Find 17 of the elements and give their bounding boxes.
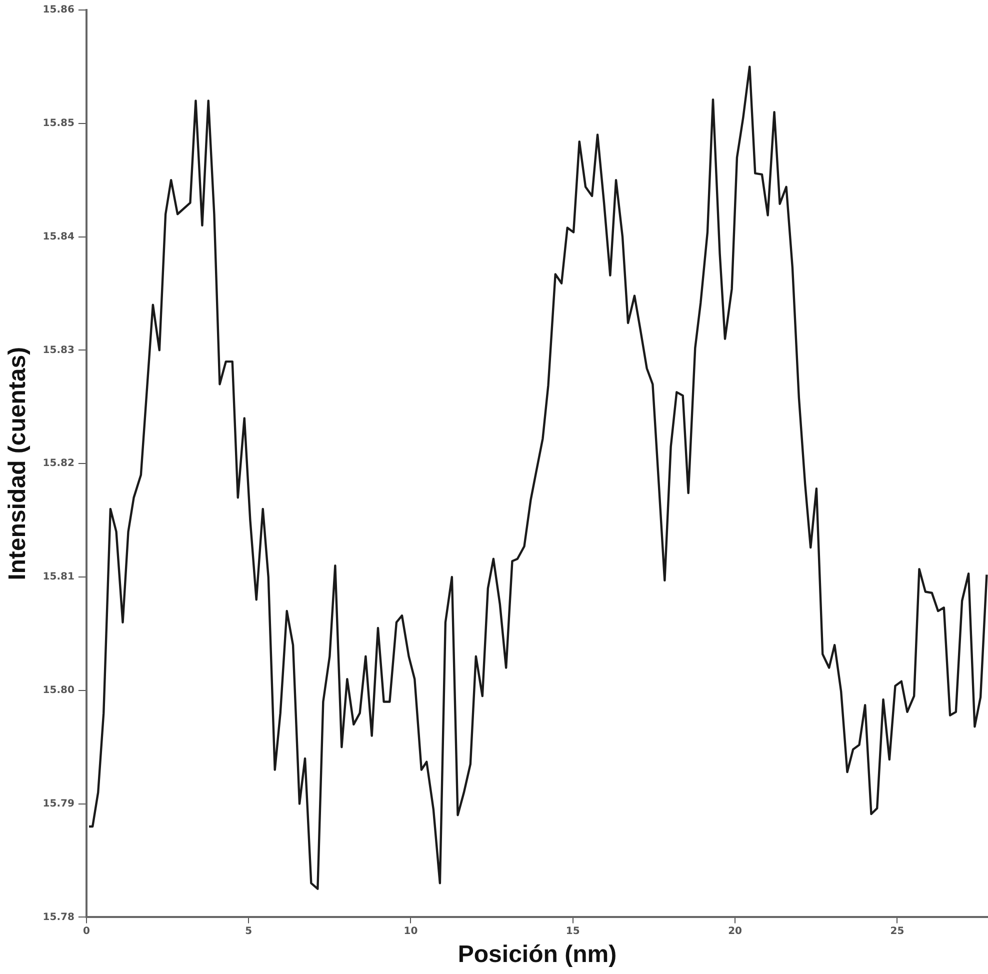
x-tick-label: 5: [245, 926, 252, 937]
x-tick-label: 15: [566, 926, 580, 937]
y-tick-label: 15.83: [42, 344, 74, 356]
x-tick-label: 25: [890, 926, 904, 937]
x-axis-title: Posición (nm): [458, 941, 617, 968]
y-tick-label: 15.85: [42, 118, 74, 129]
y-tick-label: 15.81: [42, 572, 74, 583]
x-tick-label: 0: [82, 926, 90, 937]
x-tick-label: 20: [728, 926, 742, 937]
y-axis-title: Intensidad (cuentas): [4, 346, 32, 580]
y-tick-label: 15.82: [42, 458, 74, 470]
y-tick-label: 15.84: [42, 231, 74, 242]
y-tick-label: 15.79: [42, 798, 74, 810]
y-tick-label: 15.86: [42, 4, 74, 16]
y-tick-label: 15.78: [42, 912, 74, 923]
y-tick-label: 15.80: [42, 684, 74, 696]
x-tick-label: 10: [404, 926, 418, 937]
